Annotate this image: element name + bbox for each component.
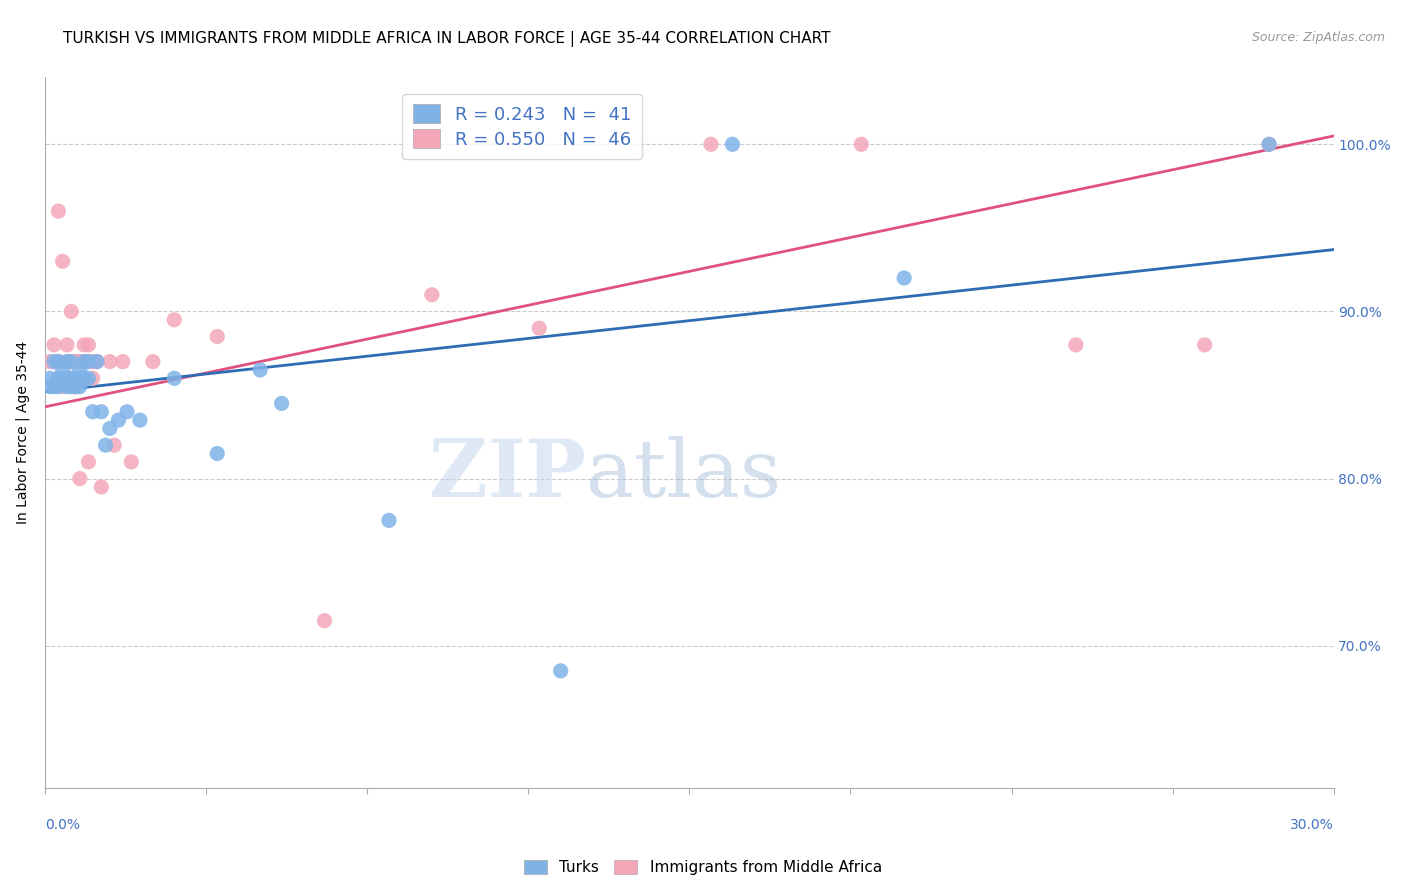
- Point: [86, 354, 108, 368]
- Point: [48, 204, 70, 219]
- Point: [82, 371, 104, 385]
- Text: 30.0%: 30.0%: [1289, 818, 1333, 832]
- Point: [529, 321, 551, 335]
- Point: [52, 254, 75, 268]
- Point: [48, 371, 70, 385]
- Point: [1194, 338, 1216, 352]
- Point: [893, 271, 915, 285]
- Point: [163, 371, 186, 385]
- Point: [142, 354, 165, 368]
- Point: [38, 354, 60, 368]
- Point: [73, 354, 96, 368]
- Point: [205, 329, 228, 343]
- Point: [60, 354, 83, 368]
- Point: [56, 371, 79, 385]
- Point: [205, 446, 228, 460]
- Point: [52, 379, 75, 393]
- Point: [65, 354, 87, 368]
- Point: [120, 455, 142, 469]
- Point: [69, 354, 91, 368]
- Point: [48, 371, 70, 385]
- Legend: Turks, Immigrants from Middle Africa: Turks, Immigrants from Middle Africa: [520, 855, 886, 880]
- Point: [56, 379, 79, 393]
- Point: [56, 354, 79, 368]
- Point: [60, 304, 83, 318]
- Legend: R = 0.243   N =  41, R = 0.550   N =  46: R = 0.243 N = 41, R = 0.550 N = 46: [402, 94, 643, 160]
- Point: [77, 338, 100, 352]
- Point: [82, 405, 104, 419]
- Y-axis label: In Labor Force | Age 35-44: In Labor Force | Age 35-44: [15, 341, 30, 524]
- Point: [129, 413, 152, 427]
- Point: [851, 137, 873, 152]
- Point: [38, 379, 60, 393]
- Point: [420, 287, 443, 301]
- Point: [48, 354, 70, 368]
- Point: [90, 480, 112, 494]
- Point: [163, 313, 186, 327]
- Point: [73, 371, 96, 385]
- Point: [270, 396, 292, 410]
- Point: [69, 371, 91, 385]
- Point: [38, 371, 60, 385]
- Point: [65, 379, 87, 393]
- Point: [77, 354, 100, 368]
- Point: [65, 371, 87, 385]
- Point: [1258, 137, 1281, 152]
- Point: [73, 371, 96, 385]
- Point: [103, 438, 125, 452]
- Point: [69, 354, 91, 368]
- Point: [721, 137, 744, 152]
- Point: [65, 379, 87, 393]
- Point: [73, 354, 96, 368]
- Point: [550, 664, 572, 678]
- Text: ZIP: ZIP: [429, 436, 586, 515]
- Text: 0.0%: 0.0%: [45, 818, 80, 832]
- Text: atlas: atlas: [586, 436, 782, 515]
- Point: [42, 379, 65, 393]
- Text: TURKISH VS IMMIGRANTS FROM MIDDLE AFRICA IN LABOR FORCE | AGE 35-44 CORRELATION : TURKISH VS IMMIGRANTS FROM MIDDLE AFRICA…: [63, 31, 831, 47]
- Point: [60, 371, 83, 385]
- Point: [249, 363, 271, 377]
- Point: [42, 354, 65, 368]
- Point: [42, 354, 65, 368]
- Point: [65, 354, 87, 368]
- Point: [60, 354, 83, 368]
- Point: [60, 379, 83, 393]
- Point: [77, 354, 100, 368]
- Point: [1064, 338, 1087, 352]
- Point: [69, 371, 91, 385]
- Point: [86, 354, 108, 368]
- Point: [700, 137, 723, 152]
- Point: [115, 405, 138, 419]
- Point: [82, 354, 104, 368]
- Point: [48, 379, 70, 393]
- Point: [98, 354, 121, 368]
- Point: [60, 371, 83, 385]
- Point: [378, 513, 401, 527]
- Point: [69, 472, 91, 486]
- Point: [48, 354, 70, 368]
- Point: [90, 405, 112, 419]
- Point: [56, 354, 79, 368]
- Point: [94, 438, 117, 452]
- Point: [73, 338, 96, 352]
- Point: [56, 338, 79, 352]
- Point: [42, 338, 65, 352]
- Point: [69, 363, 91, 377]
- Point: [314, 614, 336, 628]
- Point: [77, 371, 100, 385]
- Point: [1258, 137, 1281, 152]
- Point: [52, 363, 75, 377]
- Point: [98, 421, 121, 435]
- Point: [111, 354, 134, 368]
- Point: [69, 379, 91, 393]
- Point: [65, 371, 87, 385]
- Point: [107, 413, 129, 427]
- Point: [52, 371, 75, 385]
- Text: Source: ZipAtlas.com: Source: ZipAtlas.com: [1251, 31, 1385, 45]
- Point: [77, 455, 100, 469]
